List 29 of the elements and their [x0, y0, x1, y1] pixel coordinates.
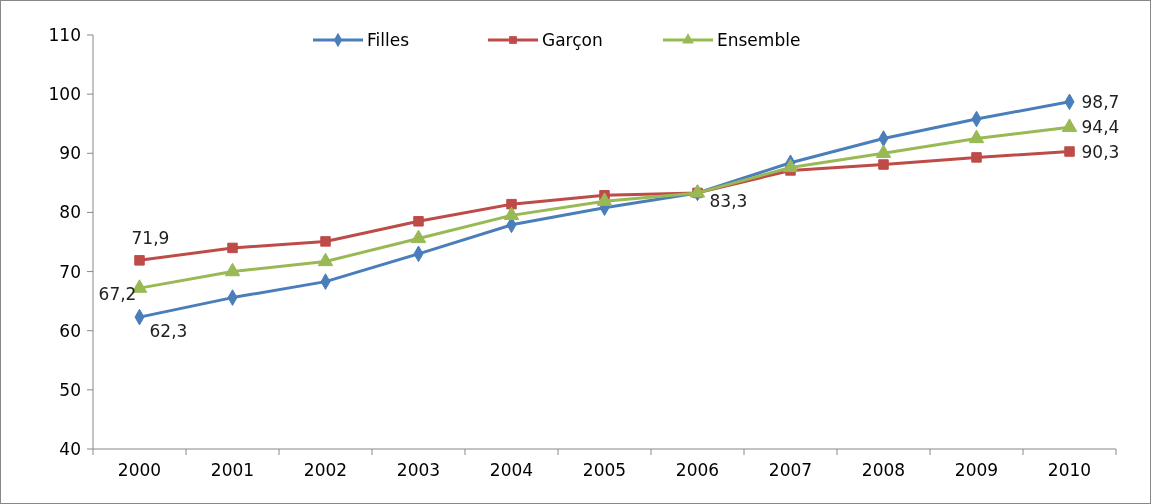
y-tick-label: 40	[59, 438, 81, 459]
data-label: 71,9	[131, 228, 170, 249]
data-label: 67,2	[98, 284, 137, 305]
data-label: 90,3	[1081, 141, 1120, 162]
x-tick-label: 2007	[768, 460, 813, 480]
y-tick-label: 110	[48, 24, 81, 45]
y-tick-label: 80	[59, 202, 81, 223]
x-tick-label: 2006	[675, 460, 720, 480]
x-tick-label: 2000	[117, 460, 162, 480]
y-tick-label: 70	[59, 261, 81, 282]
legend-label: Filles	[367, 30, 410, 50]
x-tick-label: 2008	[861, 460, 906, 480]
x-tick-label: 2001	[210, 460, 255, 480]
x-tick-label: 2002	[303, 460, 348, 480]
data-label: 83,3	[709, 190, 748, 211]
x-tick-label: 2010	[1047, 460, 1092, 480]
data-label: 94,4	[1081, 117, 1120, 138]
y-tick-label: 60	[59, 320, 81, 341]
data-label: 98,7	[1081, 91, 1120, 112]
x-tick-label: 2004	[489, 460, 534, 480]
x-tick-label: 2005	[582, 460, 627, 480]
legend-label: Ensemble	[717, 30, 801, 50]
y-tick-label: 90	[59, 143, 81, 164]
legend-label: Garçon	[542, 30, 603, 50]
y-tick-label: 50	[59, 379, 81, 400]
y-tick-label: 100	[48, 84, 81, 105]
data-label: 62,3	[149, 321, 188, 342]
x-tick-label: 2003	[396, 460, 441, 480]
x-tick-label: 2009	[954, 460, 999, 480]
